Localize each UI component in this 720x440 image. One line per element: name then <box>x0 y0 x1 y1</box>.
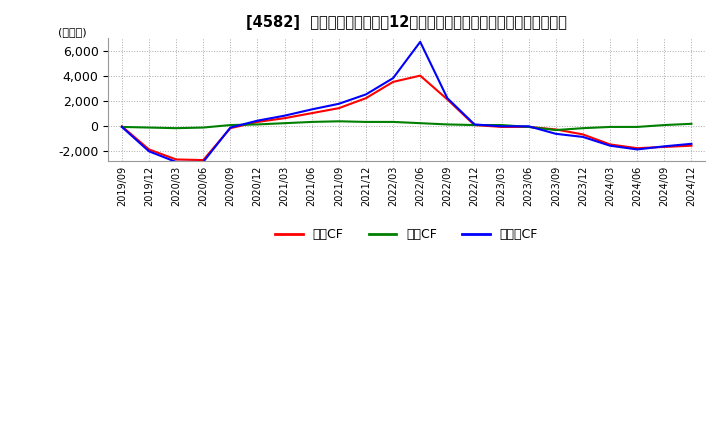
投資CF <box>443 122 451 127</box>
フリーCF <box>145 149 153 154</box>
Line: 投資CF: 投資CF <box>122 121 691 130</box>
投資CF <box>416 121 425 126</box>
フリーCF <box>389 76 397 81</box>
投資CF <box>145 125 153 130</box>
Line: 営業CF: 営業CF <box>122 76 691 160</box>
投資CF <box>470 122 479 128</box>
フリーCF <box>172 159 181 165</box>
フリーCF <box>307 107 316 112</box>
フリーCF <box>633 147 642 152</box>
営業CF <box>498 124 506 129</box>
営業CF <box>470 122 479 128</box>
営業CF <box>335 106 343 111</box>
営業CF <box>606 142 614 147</box>
フリーCF <box>579 134 588 139</box>
フリーCF <box>443 95 451 101</box>
フリーCF <box>361 92 370 97</box>
投資CF <box>307 119 316 125</box>
営業CF <box>579 132 588 137</box>
投資CF <box>361 119 370 125</box>
フリーCF <box>606 143 614 148</box>
投資CF <box>633 124 642 129</box>
営業CF <box>199 158 207 163</box>
投資CF <box>280 121 289 126</box>
投資CF <box>335 119 343 124</box>
フリーCF <box>660 144 669 149</box>
投資CF <box>172 125 181 131</box>
フリーCF <box>199 159 207 165</box>
フリーCF <box>226 125 235 130</box>
フリーCF <box>335 101 343 106</box>
フリーCF <box>416 39 425 44</box>
投資CF <box>389 119 397 125</box>
営業CF <box>633 146 642 151</box>
Line: フリーCF: フリーCF <box>122 42 691 162</box>
営業CF <box>361 95 370 101</box>
営業CF <box>660 144 669 150</box>
営業CF <box>253 119 262 125</box>
営業CF <box>389 79 397 84</box>
投資CF <box>524 124 533 129</box>
投資CF <box>253 122 262 127</box>
投資CF <box>660 122 669 128</box>
営業CF <box>416 73 425 78</box>
Text: (百万円): (百万円) <box>58 27 86 37</box>
投資CF <box>606 124 614 129</box>
Title: [4582]  キャッシュフローの12か月移動合計の対前年同期増減額の推移: [4582] キャッシュフローの12か月移動合計の対前年同期増減額の推移 <box>246 15 567 30</box>
投資CF <box>117 124 126 129</box>
営業CF <box>280 116 289 121</box>
投資CF <box>579 125 588 131</box>
営業CF <box>443 97 451 102</box>
営業CF <box>145 147 153 152</box>
営業CF <box>307 110 316 116</box>
フリーCF <box>470 122 479 127</box>
フリーCF <box>253 118 262 123</box>
Legend: 営業CF, 投資CF, フリーCF: 営業CF, 投資CF, フリーCF <box>270 224 543 246</box>
投資CF <box>552 128 560 133</box>
フリーCF <box>117 124 126 129</box>
フリーCF <box>280 113 289 118</box>
営業CF <box>552 127 560 132</box>
営業CF <box>687 143 696 148</box>
投資CF <box>687 121 696 126</box>
営業CF <box>226 125 235 131</box>
営業CF <box>117 124 126 129</box>
営業CF <box>524 124 533 129</box>
フリーCF <box>498 124 506 129</box>
フリーCF <box>687 141 696 147</box>
投資CF <box>226 122 235 128</box>
営業CF <box>172 157 181 162</box>
投資CF <box>498 122 506 128</box>
フリーCF <box>524 124 533 129</box>
フリーCF <box>552 131 560 136</box>
投資CF <box>199 125 207 130</box>
